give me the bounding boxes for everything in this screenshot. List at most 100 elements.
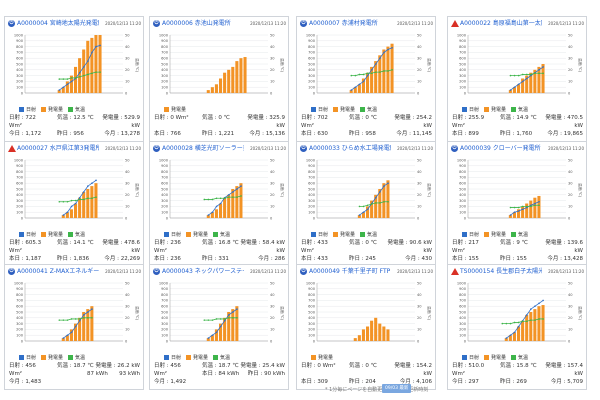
legend-label: 発電量 xyxy=(48,107,64,113)
power-bar xyxy=(86,40,90,93)
station-title-link[interactable]: TS0000154 長生郡白子太陽光発電所 xyxy=(460,268,542,275)
panel-header: ⏻ A0000033 ひらめ水工場発電所 2020/12/13 11:20 xyxy=(300,144,433,154)
y-right-axis-label: 温度(℃) xyxy=(280,58,285,73)
temperature-point xyxy=(83,74,85,77)
y-right-tick-label: 40 xyxy=(417,293,422,297)
y-right-tick-label: 0 xyxy=(417,91,420,95)
y-tick-label: 700 xyxy=(16,299,24,303)
stat-value: 気温 : 0 ℃ xyxy=(349,240,377,246)
stat-value: kW xyxy=(574,123,583,129)
y-tick-label: 900 xyxy=(459,164,467,168)
power-bar xyxy=(533,197,537,218)
sunlight-point xyxy=(383,51,385,54)
power-bar xyxy=(366,326,370,341)
stats-row: Wm² 87 kWh 93 kWh xyxy=(9,370,140,378)
y-right-axis-label: 温度(℃) xyxy=(280,183,285,198)
y-right-axis-label: 温度(℃) xyxy=(578,306,583,321)
y-tick-label: 600 xyxy=(16,182,24,186)
y-right-tick-label: 40 xyxy=(125,293,130,297)
y-tick-label: 1000 xyxy=(14,281,24,285)
sunlight-point xyxy=(223,319,226,322)
station-title-link[interactable]: A0000028 横芝光町ソーラー発電所 xyxy=(162,145,244,152)
y-tick-label: 300 xyxy=(161,74,169,78)
y-tick-label: 200 xyxy=(16,328,24,332)
station-stats: 日射 : 236 気温 : 16.8 ℃ 発電量 : 58.4 kW Wm² kW 本日 … xyxy=(154,239,285,263)
chart-svg: 1000900800700600500400300200100050403020… xyxy=(457,158,583,220)
temperature-point xyxy=(530,319,532,321)
sunlight-point xyxy=(509,334,512,336)
station-title-link[interactable]: A0000043 ネックパワーステーション 吉和 xyxy=(162,268,244,275)
stat-value: 発電量 : 26.2 kW xyxy=(95,363,140,369)
y-right-tick-label: 50 xyxy=(125,33,130,37)
y-right-tick-label: 50 xyxy=(417,158,422,162)
refresh-button[interactable]: 09/03 最新 xyxy=(382,384,412,393)
y-tick-label: 900 xyxy=(16,39,24,43)
power-bar xyxy=(223,197,227,218)
station-title-link[interactable]: A0000004 宮崎地太陽光発電所 xyxy=(17,20,99,27)
y-right-tick-label: 0 xyxy=(417,216,420,220)
legend-swatch xyxy=(164,107,169,112)
y-tick-label: 1000 xyxy=(159,281,169,285)
station-title-link[interactable]: A0000007 赤浦村発電所 xyxy=(309,20,378,27)
legend-item-power: 発電量 xyxy=(484,231,506,239)
legend-item-temperature: 気温 xyxy=(68,231,85,239)
station-title-link[interactable]: A0000033 ひらめ水工場発電所 xyxy=(309,145,391,152)
update-time: 2020/12/13 11:20 xyxy=(105,21,141,26)
sunlight-point xyxy=(387,48,389,51)
station-title-link[interactable]: A0000041 Z-MAXエネルギー発電所 吉和 xyxy=(17,268,99,275)
temperature-point xyxy=(521,205,524,208)
sunlight-point xyxy=(350,89,353,91)
temperature-point xyxy=(509,322,512,325)
station-chart: 1000 900 800 700 600 500 400 300 200 100 0 50 40 30 20… xyxy=(448,29,586,105)
stats-row: 本日 : 899 昨日 : 1,760 今月 : 19,865 xyxy=(452,130,583,138)
warning-icon xyxy=(451,268,459,275)
y-tick-label: 600 xyxy=(459,182,467,186)
sunlight-point xyxy=(542,66,544,68)
legend-label: 発電量 xyxy=(340,107,356,113)
sunlight-line xyxy=(506,300,544,339)
y-right-tick-label: 10 xyxy=(417,80,422,84)
station-title-link[interactable]: A0000049 千葉千里子町 FTP TEST xyxy=(309,268,391,275)
y-tick-label: 600 xyxy=(161,305,169,309)
stat-value: 昨日 : 204 xyxy=(349,379,376,385)
sunlight-point xyxy=(370,69,373,71)
y-tick-label: 1000 xyxy=(159,33,169,37)
legend-swatch xyxy=(484,232,490,237)
y-tick-label: 200 xyxy=(308,205,316,209)
power-bar xyxy=(219,78,223,93)
power-status-icon: ⏻ xyxy=(300,20,307,27)
y-tick-label: 700 xyxy=(161,299,169,303)
legend-label: 日射 xyxy=(469,232,480,238)
sunlight-point xyxy=(534,305,536,307)
power-bar xyxy=(517,209,521,218)
sunlight-point xyxy=(62,337,65,339)
stats-row: 日射 : 456 気温 : 18.7 ℃ 発電量 : 25.4 kW xyxy=(154,362,285,370)
stat-value: 本日 : 84 kWh xyxy=(202,371,240,377)
station-title-link[interactable]: A0000022 島原福島山第一太陽光発電所 xyxy=(460,20,542,27)
station-title-link[interactable]: A0000006 赤池山発電所 xyxy=(162,20,231,27)
legend-item-power: 発電量 xyxy=(41,354,63,362)
y-tick-label: 400 xyxy=(459,68,467,72)
y-right-tick-label: 20 xyxy=(270,193,275,197)
sunlight-point xyxy=(74,202,77,205)
auto-refresh-note: * 1分毎にページを自動更新します。 更新時刻 xyxy=(325,387,429,393)
station-title-link[interactable]: A0000039 クローバー発電所 xyxy=(460,145,541,152)
warning-icon xyxy=(8,145,16,152)
power-bar xyxy=(378,55,382,93)
sunlight-point xyxy=(87,185,89,187)
station-title-link[interactable]: A0000027 水戸県江第3発電所 xyxy=(17,145,99,152)
panel-header: TS0000154 長生郡白子太陽光発電所 2020/12/13 11:20 xyxy=(451,267,584,277)
y-tick-label: 100 xyxy=(308,334,316,338)
y-right-tick-label: 30 xyxy=(270,305,275,309)
legend-item-power: 発電量 xyxy=(186,231,208,239)
y-tick-label: 900 xyxy=(16,164,24,168)
legend-item-temperature: 気温 xyxy=(213,231,230,239)
y-tick-label: 300 xyxy=(16,199,24,203)
y-tick-label: 300 xyxy=(16,322,24,326)
chart-svg: 1000900800700600500400300200100050403020… xyxy=(306,33,432,95)
power-bar xyxy=(235,61,239,93)
stat-value: 昨日 : 245 xyxy=(349,256,376,262)
power-bar xyxy=(90,37,94,93)
y-tick-label: 500 xyxy=(16,62,24,66)
y-tick-label: 800 xyxy=(161,45,169,49)
